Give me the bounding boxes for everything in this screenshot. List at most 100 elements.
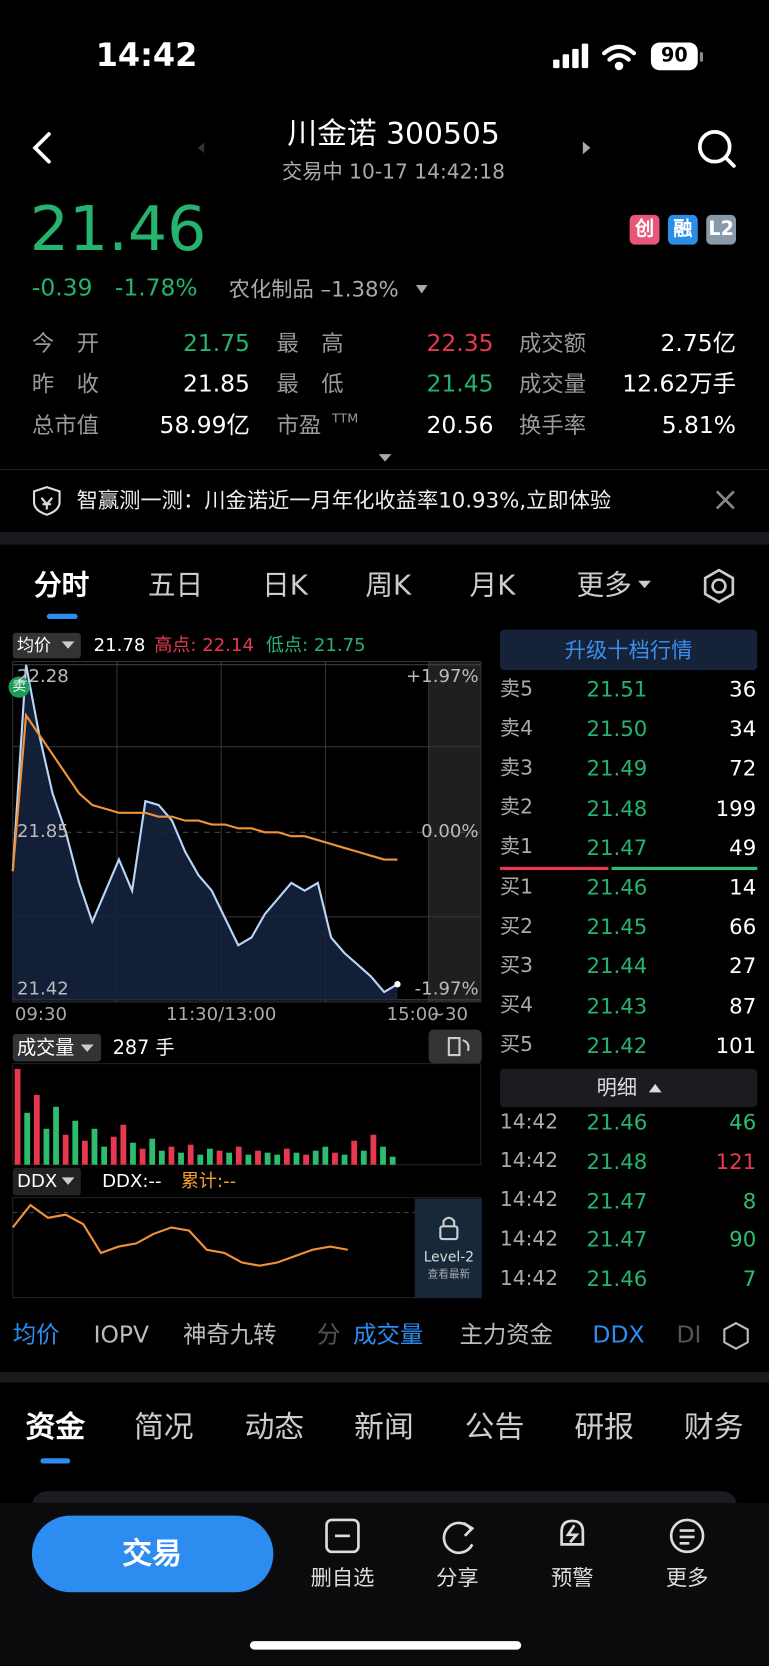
stat-value: 2.75亿 [660, 330, 737, 358]
ask-price: 21.47 [586, 834, 648, 861]
ask-bar [499, 866, 609, 871]
chart-tab[interactable]: 月K [469, 570, 516, 603]
chart-tab[interactable]: 更多 [576, 570, 632, 603]
upgrade-button[interactable]: 升级十档行情 [564, 637, 693, 663]
trade-price: 21.47 [586, 1226, 648, 1253]
promo-text[interactable]: 智赢测一测：川金诺近一月年化收益率10.93%,立即体验 [76, 487, 612, 513]
rotate-button[interactable] [428, 1029, 482, 1064]
volume-bar [322, 1146, 329, 1165]
volume-bar [332, 1152, 338, 1165]
volume-bar [33, 1094, 40, 1165]
indicator-tab[interactable]: 主力资金 [459, 1321, 554, 1349]
indicator-tab[interactable]: DDX [592, 1321, 645, 1349]
volume-bar [264, 1152, 271, 1165]
battery-tip [699, 52, 704, 62]
stock-title: 川金诺 300505 [287, 116, 500, 152]
stat-value: 21.85 [182, 370, 250, 398]
chart-tab[interactable]: 周K [365, 570, 412, 603]
prev-arrow[interactable] [197, 142, 205, 154]
volume-bar [380, 1146, 386, 1165]
stat-label: 成交量 [519, 371, 587, 398]
indicator-tab[interactable]: IOPV [93, 1321, 150, 1349]
stat-label: 最 高 [276, 331, 344, 357]
indicator-tab[interactable]: 分 [316, 1321, 341, 1349]
low-label: 低点: 21.75 [265, 634, 366, 657]
trade-time: 14:42 [499, 1227, 559, 1251]
indicator-dropdown [61, 641, 75, 649]
indicator-tab[interactable]: DI [676, 1321, 702, 1349]
last-price: 21.46 [29, 192, 207, 266]
volume-bar [120, 1124, 127, 1165]
info-tab[interactable]: 财务 [683, 1409, 744, 1445]
volume-bar [53, 1106, 59, 1165]
level2-lock[interactable] [414, 1198, 482, 1298]
trades-toggle [648, 1083, 662, 1093]
back-button[interactable] [32, 132, 51, 164]
info-tab[interactable]: 动态 [244, 1409, 305, 1445]
chart-tab[interactable]: 日K [262, 570, 308, 603]
ddx-box[interactable] [12, 1167, 81, 1196]
next-arrow[interactable] [582, 141, 591, 155]
search-button[interactable] [698, 130, 736, 168]
indicator-tab[interactable]: 成交量 [353, 1321, 424, 1349]
badge: L2 [708, 218, 734, 241]
stat-value: 5.81% [661, 412, 737, 440]
signal-icon [553, 43, 589, 69]
indicator-tab[interactable]: 神奇九转 [182, 1321, 277, 1349]
volume-bar [303, 1154, 309, 1165]
info-tab[interactable]: 资金 [25, 1409, 86, 1445]
stat-value: 22.35 [426, 330, 494, 358]
volume-bar [110, 1136, 117, 1165]
chart-tab[interactable]: 分时 [34, 570, 90, 603]
chart-tab[interactable]: 五日 [147, 570, 204, 603]
level2-subtitle[interactable]: 查看最新 [427, 1268, 471, 1281]
chart-settings[interactable] [703, 568, 735, 604]
indicator-box[interactable] [12, 632, 81, 659]
bid-volume: 101 [715, 1032, 757, 1059]
trade-button-bg[interactable] [31, 1515, 274, 1593]
close-banner[interactable] [715, 490, 735, 510]
price-change-pct: -1.78% [114, 275, 198, 302]
trades-title[interactable]: 明细 [596, 1075, 638, 1100]
rotate-icon [447, 1037, 470, 1057]
bid-price: 21.46 [586, 874, 648, 900]
sector-change[interactable]: 农化制品 –1.38% [228, 276, 399, 303]
battery-icon [650, 42, 698, 71]
info-tab[interactable]: 公告 [464, 1409, 525, 1445]
bid-price: 21.44 [586, 953, 648, 979]
trade-time: 14:42 [499, 1266, 559, 1290]
trade-button[interactable]: 交易 [122, 1536, 182, 1572]
y2-tick-label: -1.97% [414, 978, 479, 1000]
badge-bg [667, 214, 698, 245]
indicator-settings[interactable] [723, 1321, 749, 1350]
expand-stats[interactable] [378, 454, 392, 462]
badge-bg [706, 214, 737, 245]
info-tab[interactable]: 研报 [574, 1409, 634, 1445]
volume-bar [139, 1148, 146, 1165]
action-icons [325, 1518, 705, 1555]
trade-price: 21.48 [586, 1148, 648, 1175]
ddx-value: DDX:-- [102, 1170, 162, 1193]
bid-volume: 66 [729, 913, 757, 940]
more-dropdown[interactable] [638, 580, 651, 589]
trade-volume: 90 [729, 1226, 757, 1253]
info-tab[interactable]: 新闻 [354, 1409, 414, 1445]
info-tab[interactable]: 简况 [134, 1409, 194, 1445]
x-tick-label: 15:00 [386, 1003, 439, 1026]
volume-box[interactable] [12, 1033, 102, 1062]
indicator-tab[interactable]: 均价 [12, 1321, 60, 1349]
volume-bar [283, 1148, 290, 1165]
sector-dropdown[interactable] [415, 285, 428, 294]
action-item[interactable]: 删自选 [310, 1564, 375, 1591]
volume-bar [158, 1150, 165, 1165]
ask-label: 卖1 [499, 835, 533, 859]
x-tick-label: ~30 [429, 1003, 468, 1026]
y2-tick-label: +1.97% [406, 665, 479, 687]
action-item[interactable]: 预警 [550, 1564, 594, 1591]
action-item[interactable]: 更多 [665, 1564, 709, 1591]
volume-now: 287 手 [112, 1037, 175, 1060]
action-item[interactable]: 分享 [436, 1564, 479, 1591]
volume-bar [130, 1142, 136, 1165]
bid-price: 21.42 [586, 1032, 648, 1059]
level2-title[interactable]: Level-2 [423, 1249, 474, 1266]
